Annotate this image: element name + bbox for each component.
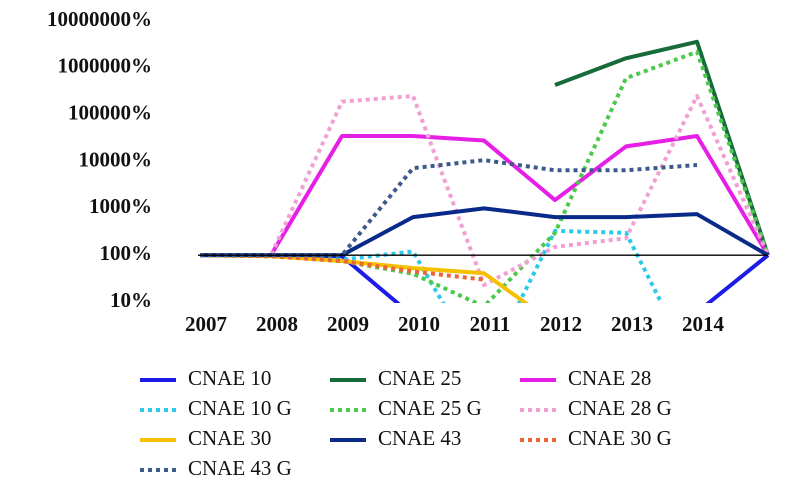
legend-label: CNAE 43 xyxy=(378,426,461,450)
x-tick-label: 2007 xyxy=(185,312,227,336)
legend-label: CNAE 10 G xyxy=(188,396,292,420)
series-line xyxy=(200,134,770,258)
x-tick-label: 2013 xyxy=(611,312,653,336)
y-tick-label: 10000% xyxy=(79,147,153,171)
series-line xyxy=(200,158,698,258)
legend-label: CNAE 10 xyxy=(188,366,271,390)
y-tick-label: 10000000% xyxy=(47,7,152,31)
y-tick-label: 10% xyxy=(110,288,152,312)
x-tick-label: 2011 xyxy=(470,312,511,336)
legend-label: CNAE 25 G xyxy=(378,396,482,420)
y-tick-label: 100% xyxy=(100,241,153,265)
legend-label: CNAE 25 xyxy=(378,366,461,390)
series-line xyxy=(199,253,485,282)
x-tick-label: 2012 xyxy=(540,312,582,336)
x-tick-label: 2009 xyxy=(327,312,369,336)
series-line xyxy=(200,94,770,288)
legend-label: CNAE 43 G xyxy=(188,456,292,480)
x-tick-label: 2014 xyxy=(682,312,725,336)
legend-label: CNAE 30 G xyxy=(568,426,672,450)
y-tick-label: 100000% xyxy=(68,100,152,124)
y-tick-label: 1000000% xyxy=(58,54,153,78)
series-line xyxy=(199,49,770,303)
legend-label: CNAE 30 xyxy=(188,426,271,450)
y-tick-label: 1000% xyxy=(89,194,152,218)
x-tick-label: 2008 xyxy=(256,312,298,336)
legend-label: CNAE 28 xyxy=(568,366,651,390)
series-line xyxy=(554,39,770,256)
x-tick-label: 2010 xyxy=(398,312,440,336)
legend-label: CNAE 28 G xyxy=(568,396,672,420)
